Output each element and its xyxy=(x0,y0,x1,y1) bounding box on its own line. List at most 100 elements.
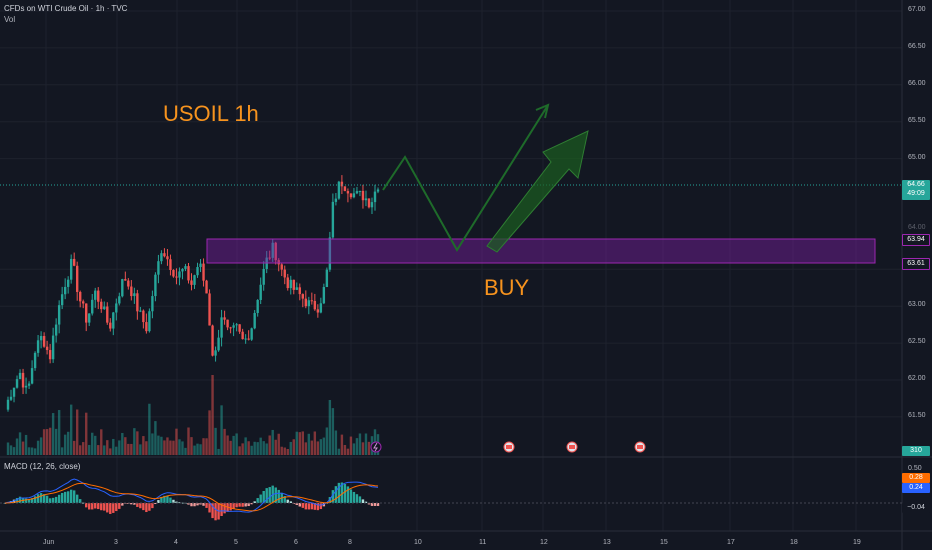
volume-bar xyxy=(352,443,356,455)
volume-bar xyxy=(193,445,196,455)
volume-bar xyxy=(145,441,148,455)
macd-hist-bar xyxy=(202,503,205,506)
volume-bar xyxy=(151,433,154,455)
volume-bar xyxy=(148,403,151,455)
candle-body xyxy=(60,294,64,306)
volume-bar xyxy=(304,442,308,455)
macd-hist-bar xyxy=(181,502,184,504)
macd-hist-bar xyxy=(66,491,70,503)
volume-bar xyxy=(45,429,49,455)
chart-title-annotation[interactable]: USOIL 1h xyxy=(163,101,259,126)
volume-bar xyxy=(21,441,25,455)
macd-hist-bar xyxy=(91,503,94,510)
macd-hist-bar xyxy=(100,503,103,511)
volume-bar xyxy=(313,431,317,455)
candle-body xyxy=(274,242,277,261)
volume-bar xyxy=(91,432,94,455)
candle-body xyxy=(103,306,106,310)
candle-body xyxy=(72,258,76,266)
bullish-arrow[interactable] xyxy=(486,130,589,253)
time-axis-tick: 8 xyxy=(348,539,352,546)
volume-bar xyxy=(97,445,100,455)
volume-bar xyxy=(337,448,341,455)
buy-zone-rect[interactable] xyxy=(206,238,876,264)
candle-body xyxy=(124,279,127,281)
macd-label[interactable]: MACD (12, 26, close) xyxy=(4,462,81,471)
macd-hist-bar xyxy=(18,496,22,503)
calendar-flag-icon[interactable] xyxy=(634,441,646,453)
macd-hist-bar xyxy=(262,490,265,503)
macd-hist-bar xyxy=(211,503,214,519)
candle-body xyxy=(12,387,16,397)
volume-bar xyxy=(142,436,145,455)
buy-annotation[interactable]: BUY xyxy=(484,275,530,300)
macd-hist-bar xyxy=(139,503,142,509)
last-price-value: 64.66 xyxy=(907,181,925,188)
candle-body xyxy=(238,324,241,332)
candle-body xyxy=(9,396,13,400)
macd-hist-bar xyxy=(370,503,374,506)
candle-body xyxy=(91,299,94,314)
candle-body xyxy=(136,293,139,312)
macd-hist-bar xyxy=(220,503,223,517)
macd-hist-bar xyxy=(232,503,235,509)
volume-bar xyxy=(103,445,106,455)
macd-hist-bar xyxy=(54,496,58,503)
macd-hist-bar xyxy=(172,499,175,503)
macd-hist-bar xyxy=(85,503,88,508)
volume-bar xyxy=(364,433,368,455)
volume-bar xyxy=(367,441,371,455)
macd-hist-bar xyxy=(39,493,43,503)
candle-body xyxy=(307,300,311,307)
macd-hist-bar xyxy=(352,491,356,503)
volume-bar xyxy=(124,437,127,455)
projection-path[interactable] xyxy=(382,104,549,252)
macd-hist-bar xyxy=(30,498,34,503)
macd-hist-bar xyxy=(24,498,28,503)
macd-hist-bar xyxy=(277,489,280,503)
macd-hist-bar xyxy=(223,503,226,514)
time-axis-tick: 13 xyxy=(603,539,611,546)
volume-bar xyxy=(256,442,259,455)
lightning-icon[interactable] xyxy=(370,441,382,453)
candle-body xyxy=(39,336,43,341)
candle-body xyxy=(127,280,130,287)
macd-hist-bar xyxy=(97,503,100,510)
candle-body xyxy=(373,191,377,203)
volume-bar xyxy=(130,443,133,455)
volume-bar xyxy=(63,434,67,455)
macd-hist-tag: −0.04 xyxy=(902,503,930,513)
volume-label[interactable]: Vol xyxy=(4,15,16,24)
candle-body xyxy=(33,352,37,369)
macd-histogram xyxy=(3,482,380,521)
volume-bar xyxy=(211,375,214,455)
price-axis-tick: 62.50 xyxy=(908,338,926,346)
macd-hist-bar xyxy=(51,497,55,503)
volume-bar xyxy=(42,429,46,455)
macd-hist-bar xyxy=(238,503,241,507)
candle-body xyxy=(145,322,148,332)
candle-body xyxy=(298,287,301,295)
candle-body xyxy=(370,202,374,208)
volume-bar xyxy=(136,431,139,455)
macd-hist-bar xyxy=(121,503,124,506)
candle-body xyxy=(313,300,317,310)
volume-bar xyxy=(214,427,217,455)
macd-hist-bar xyxy=(42,494,46,503)
candle-body xyxy=(196,267,199,276)
macd-hist-bar xyxy=(289,501,292,503)
candle-body xyxy=(15,379,19,388)
macd-hist-bar xyxy=(148,503,151,511)
zone-bottom-tag: 63.61 xyxy=(902,258,930,270)
candle-body xyxy=(337,181,341,199)
time-axis-tick: 5 xyxy=(234,539,238,546)
macd-hist-bar xyxy=(283,496,286,503)
symbol-title[interactable]: CFDs on WTI Crude Oil · 1h · TVC xyxy=(4,4,128,13)
volume-bar xyxy=(121,432,124,455)
macd-hist-bar xyxy=(340,482,344,503)
calendar-flag-icon[interactable] xyxy=(503,441,515,453)
candle-body xyxy=(250,328,253,340)
calendar-flag-icon[interactable] xyxy=(566,441,578,453)
